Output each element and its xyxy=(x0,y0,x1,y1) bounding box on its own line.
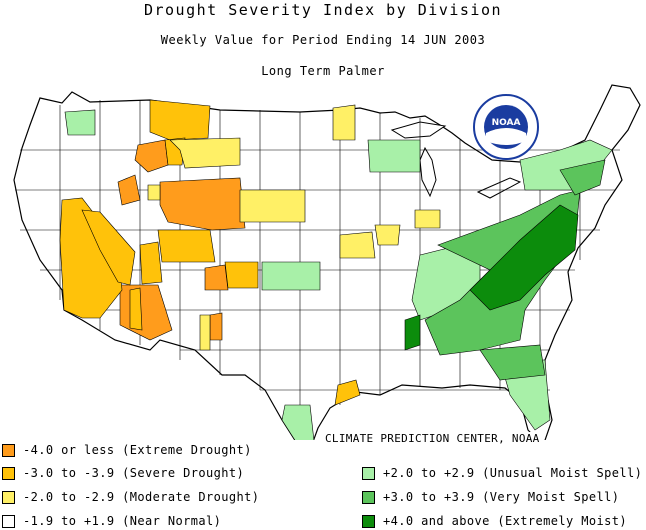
division-moderate-drought xyxy=(239,189,306,223)
map-subtitle: Weekly Value for Period Ending 14 JUN 20… xyxy=(160,33,486,47)
division-severe-drought xyxy=(157,229,216,263)
division-moderate-drought xyxy=(374,224,401,246)
legend-label: +2.0 to +2.9 (Unusual Moist Spell) xyxy=(383,466,643,480)
division-extreme-drought xyxy=(134,139,169,173)
legend-item: +3.0 to +3.9 (Very Moist Spell) xyxy=(362,489,619,505)
index-name: Long Term Palmer xyxy=(261,64,385,78)
division-moderate-drought xyxy=(199,314,211,351)
legend-swatch xyxy=(2,514,15,528)
division-severe-drought xyxy=(81,209,136,286)
legend-swatch xyxy=(362,490,375,504)
division-moderate-drought xyxy=(169,137,241,169)
division-moderate-drought xyxy=(332,104,356,141)
legend-label: -3.0 to -3.9 (Severe Drought) xyxy=(23,466,245,480)
map-title: Drought Severity Index by Division xyxy=(143,1,503,19)
noaa-emblem-icon xyxy=(473,94,539,160)
lake-superior xyxy=(390,121,447,139)
division-unusual-moist xyxy=(261,261,321,291)
division-very-moist xyxy=(559,159,606,196)
division-severe-drought xyxy=(149,99,211,141)
division-severe-drought xyxy=(334,379,361,406)
noaa-logo: NOAA xyxy=(472,93,540,165)
legend-swatch xyxy=(2,466,15,480)
division-severe-drought xyxy=(139,241,163,285)
legend-label: -4.0 or less (Extreme Drought) xyxy=(23,443,252,457)
legend-item: -4.0 or less (Extreme Drought) xyxy=(2,442,252,458)
division-unusual-moist xyxy=(64,109,96,136)
legend-item: +4.0 and above (Extremely Moist) xyxy=(362,513,627,529)
division-severe-drought xyxy=(129,287,143,331)
legend-item: -3.0 to -3.9 (Severe Drought) xyxy=(2,465,244,481)
division-fills xyxy=(59,99,613,440)
division-extreme-drought xyxy=(117,174,141,206)
division-extremely-moist xyxy=(469,204,579,311)
division-moderate-drought xyxy=(147,184,161,201)
division-unusual-moist xyxy=(281,404,315,440)
division-moderate-drought xyxy=(339,231,376,259)
division-extremely-moist xyxy=(404,314,421,351)
division-moderate-drought xyxy=(414,209,441,229)
credit-line: CLIMATE PREDICTION CENTER, NOAA xyxy=(323,432,542,445)
legend-item: +2.0 to +2.9 (Unusual Moist Spell) xyxy=(362,465,642,481)
lake-erie xyxy=(476,177,522,199)
division-unusual-moist xyxy=(367,139,421,173)
division-extreme-drought xyxy=(204,264,229,291)
legend-label: +4.0 and above (Extremely Moist) xyxy=(383,514,627,528)
noaa-logo-text: NOAA xyxy=(491,118,521,128)
legend-swatch xyxy=(2,490,15,504)
legend-item: -2.0 to -2.9 (Moderate Drought) xyxy=(2,489,259,505)
legend-swatch xyxy=(362,466,375,480)
legend-item: -1.9 to +1.9 (Near Normal) xyxy=(2,513,221,529)
legend-label: -2.0 to -2.9 (Moderate Drought) xyxy=(23,490,260,504)
division-severe-drought xyxy=(224,261,259,289)
division-very-moist xyxy=(479,344,546,381)
division-extreme-drought xyxy=(209,312,223,341)
legend-label: +3.0 to +3.9 (Very Moist Spell) xyxy=(383,490,620,504)
division-extreme-drought xyxy=(159,177,246,231)
legend-swatch xyxy=(362,514,375,528)
us-climate-division-map xyxy=(13,84,641,440)
legend-swatch xyxy=(2,443,15,457)
legend-label: -1.9 to +1.9 (Near Normal) xyxy=(23,514,222,528)
